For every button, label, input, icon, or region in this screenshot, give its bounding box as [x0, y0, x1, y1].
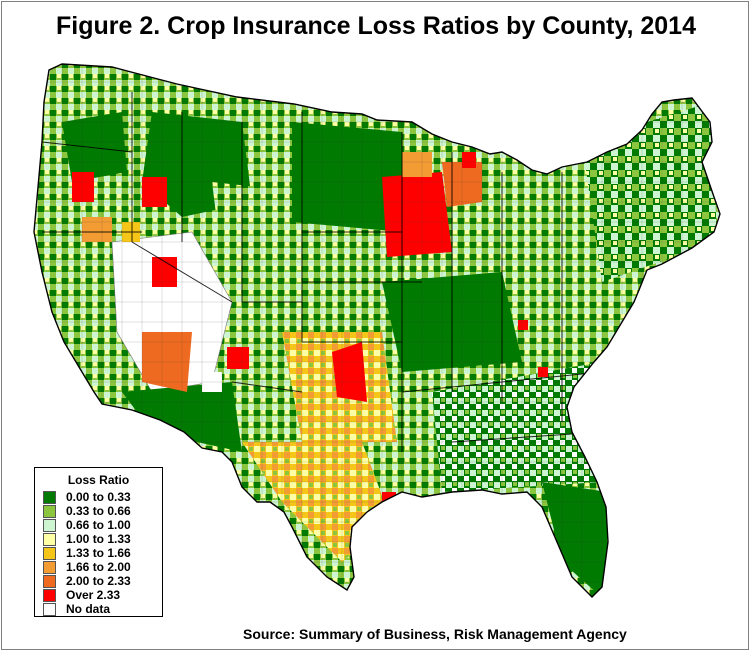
legend-swatch	[43, 546, 56, 560]
legend-label: 0.66 to 1.00	[66, 518, 131, 532]
legend-swatch	[43, 602, 56, 616]
legend-swatch	[43, 532, 56, 546]
legend-swatch	[43, 518, 56, 532]
legend-label: Over 2.33	[66, 588, 121, 602]
legend-item: No data	[43, 602, 162, 616]
legend-item: 0.33 to 0.66	[43, 504, 162, 518]
legend-swatch	[43, 490, 56, 504]
legend-items: 0.00 to 0.33 0.33 to 0.66 0.66 to 1.00 1.00…	[35, 490, 162, 616]
legend-swatch	[43, 574, 56, 588]
source-note: Source: Summary of Business, Risk Manage…	[243, 626, 627, 642]
legend-swatch	[43, 588, 56, 602]
legend-item: 0.66 to 1.00	[43, 518, 162, 532]
legend-item: 0.00 to 0.33	[43, 490, 162, 504]
map-legend: Loss Ratio 0.00 to 0.33 0.33 to 0.66 0.66 …	[34, 467, 163, 617]
legend-label: No data	[66, 602, 111, 616]
legend-label: 1.66 to 2.00	[66, 560, 131, 574]
legend-item: 1.66 to 2.00	[43, 560, 162, 574]
legend-label: 1.33 to 1.66	[66, 546, 131, 560]
legend-swatch	[43, 560, 56, 574]
legend-item: 1.33 to 1.66	[43, 546, 162, 560]
legend-title: Loss Ratio	[67, 473, 130, 487]
legend-item: 2.00 to 2.33	[43, 574, 162, 588]
legend-label: 0.33 to 0.66	[66, 504, 131, 518]
legend-item: 1.00 to 1.33	[43, 532, 162, 546]
legend-swatch	[43, 504, 56, 518]
figure-title: Figure 2. Crop Insurance Loss Ratios by …	[56, 12, 696, 40]
legend-label: 2.00 to 2.33	[66, 574, 131, 588]
legend-label: 0.00 to 0.33	[66, 490, 131, 504]
legend-item: Over 2.33	[43, 588, 162, 602]
legend-label: 1.00 to 1.33	[66, 532, 131, 546]
